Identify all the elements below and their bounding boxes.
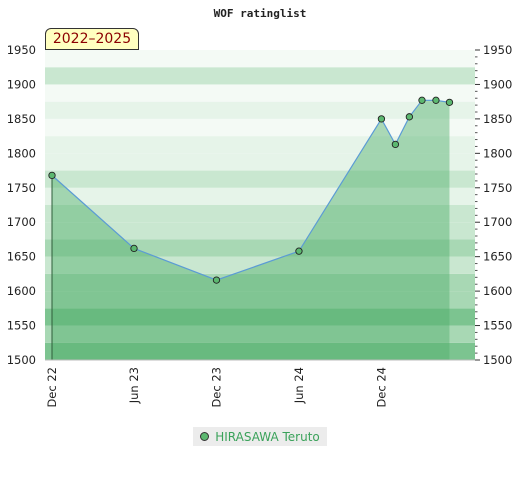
data-point[interactable] <box>377 115 386 123</box>
y-tick-label-left: 1900 <box>7 77 36 91</box>
background-band <box>45 84 475 102</box>
y-axis-right: 1500 1550 1600 1650 1700 1750 1800 1850 1900 1950 <box>475 43 512 367</box>
background-band <box>45 101 475 119</box>
data-point[interactable] <box>48 171 56 180</box>
y-tick-label-left: 1600 <box>7 284 36 298</box>
x-tick-label: Dec 23 <box>209 367 223 408</box>
x-tick-label: Dec 24 <box>374 367 388 408</box>
background-band <box>45 50 475 68</box>
area-fill <box>52 100 450 361</box>
y-tick-label-right: 1850 <box>483 112 512 126</box>
y-tick-label-left: 1800 <box>7 146 36 160</box>
background-band <box>45 308 475 326</box>
y-tick-label-right: 1600 <box>483 284 512 298</box>
data-point[interactable] <box>418 96 426 104</box>
data-point[interactable] <box>391 140 400 149</box>
y-tick-label-left: 1650 <box>7 250 36 264</box>
chart-title: WOF ratinglist <box>214 7 307 20</box>
y-tick-label-right: 1650 <box>483 250 512 264</box>
data-point[interactable] <box>445 98 454 107</box>
x-tick-label: Dec 22 <box>45 367 59 408</box>
background-band <box>45 205 475 223</box>
data-points <box>48 96 454 284</box>
y-tick-label-right: 1700 <box>483 215 512 229</box>
y-tick-label-left: 1700 <box>7 215 36 229</box>
y-tick-label-right: 1800 <box>483 146 512 160</box>
series-line <box>51 99 450 281</box>
y-tick-label-left: 1500 <box>7 353 36 367</box>
background-band <box>45 325 475 343</box>
y-tick-label-left: 1850 <box>7 112 36 126</box>
background-band <box>45 273 475 292</box>
x-tick-label: Jun 23 <box>127 367 141 404</box>
y-tick-label-left: 1550 <box>7 319 36 333</box>
background-band <box>45 222 475 240</box>
legend[interactable]: HIRASAWA Teruto <box>193 427 327 446</box>
background-band <box>45 187 475 205</box>
data-point[interactable] <box>212 276 221 284</box>
data-point[interactable] <box>130 244 138 253</box>
y-tick-label-right: 1950 <box>483 43 512 57</box>
x-tick-label: Jun 24 <box>292 367 306 404</box>
background-band <box>45 239 475 257</box>
y-tick-label-right: 1750 <box>483 181 512 195</box>
y-tick-label-left: 1750 <box>7 181 36 195</box>
background-band <box>45 118 475 137</box>
background-band <box>45 153 475 171</box>
background-band <box>45 291 475 309</box>
y-tick-label-right: 1500 <box>483 353 512 367</box>
rating-area <box>51 99 450 361</box>
background-band <box>45 342 475 360</box>
background-band <box>45 67 475 85</box>
data-point[interactable] <box>295 247 303 255</box>
legend-marker-icon <box>200 432 210 441</box>
background-bands <box>45 50 475 360</box>
x-axis: Dec 22 Jun 23 Dec 23 Jun 24 Dec 24 <box>45 359 475 408</box>
y-axis-left: 1500 1550 1600 1650 1700 1750 1800 1850 1900 1950 <box>7 43 36 367</box>
y-tick-label-right: 1900 <box>483 77 512 91</box>
period-badge: 2022–2025 <box>45 28 139 50</box>
data-point[interactable] <box>405 113 414 121</box>
y-tick-label-right: 1550 <box>483 319 512 333</box>
data-point[interactable] <box>432 96 440 104</box>
y-tick-label-left: 1950 <box>7 43 36 57</box>
background-band <box>45 170 475 188</box>
legend-label: HIRASAWA Teruto <box>215 429 320 444</box>
